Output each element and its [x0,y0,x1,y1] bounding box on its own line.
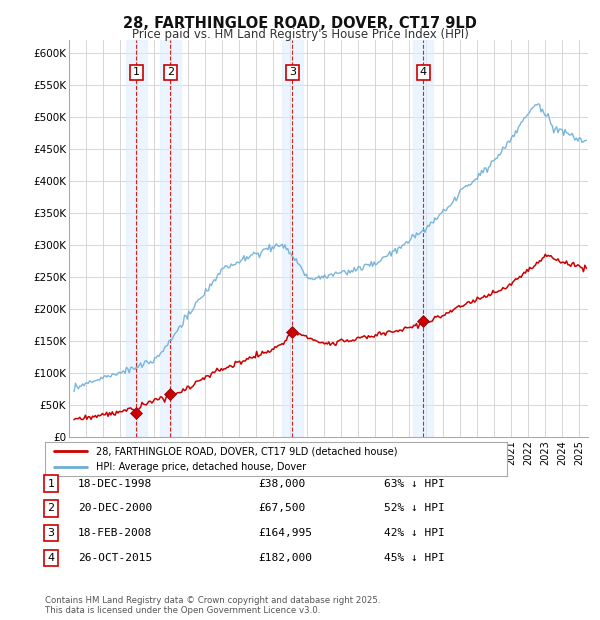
Text: 28, FARTHINGLOE ROAD, DOVER, CT17 9LD: 28, FARTHINGLOE ROAD, DOVER, CT17 9LD [123,16,477,31]
Text: 52% ↓ HPI: 52% ↓ HPI [384,503,445,513]
Text: 1: 1 [47,479,55,489]
Text: Contains HM Land Registry data © Crown copyright and database right 2025.
This d: Contains HM Land Registry data © Crown c… [45,596,380,615]
Bar [160,40,181,437]
Text: 2: 2 [167,68,174,78]
Bar [126,40,146,437]
Text: 18-DEC-1998: 18-DEC-1998 [78,479,152,489]
Text: 45% ↓ HPI: 45% ↓ HPI [384,553,445,563]
Bar [413,40,433,437]
Bar [282,40,302,437]
Text: £67,500: £67,500 [258,503,305,513]
Text: 42% ↓ HPI: 42% ↓ HPI [384,528,445,538]
Text: £38,000: £38,000 [258,479,305,489]
Text: 18-FEB-2008: 18-FEB-2008 [78,528,152,538]
Text: 1: 1 [133,68,140,78]
Text: 2: 2 [47,503,55,513]
Text: 3: 3 [47,528,55,538]
Text: HPI: Average price, detached house, Dover: HPI: Average price, detached house, Dove… [96,462,306,472]
Text: £182,000: £182,000 [258,553,312,563]
Text: Price paid vs. HM Land Registry's House Price Index (HPI): Price paid vs. HM Land Registry's House … [131,29,469,41]
Text: £164,995: £164,995 [258,528,312,538]
Text: 20-DEC-2000: 20-DEC-2000 [78,503,152,513]
Text: 4: 4 [420,68,427,78]
Text: 26-OCT-2015: 26-OCT-2015 [78,553,152,563]
Text: 3: 3 [289,68,296,78]
Text: 63% ↓ HPI: 63% ↓ HPI [384,479,445,489]
Text: 28, FARTHINGLOE ROAD, DOVER, CT17 9LD (detached house): 28, FARTHINGLOE ROAD, DOVER, CT17 9LD (d… [96,446,397,456]
Text: 4: 4 [47,553,55,563]
